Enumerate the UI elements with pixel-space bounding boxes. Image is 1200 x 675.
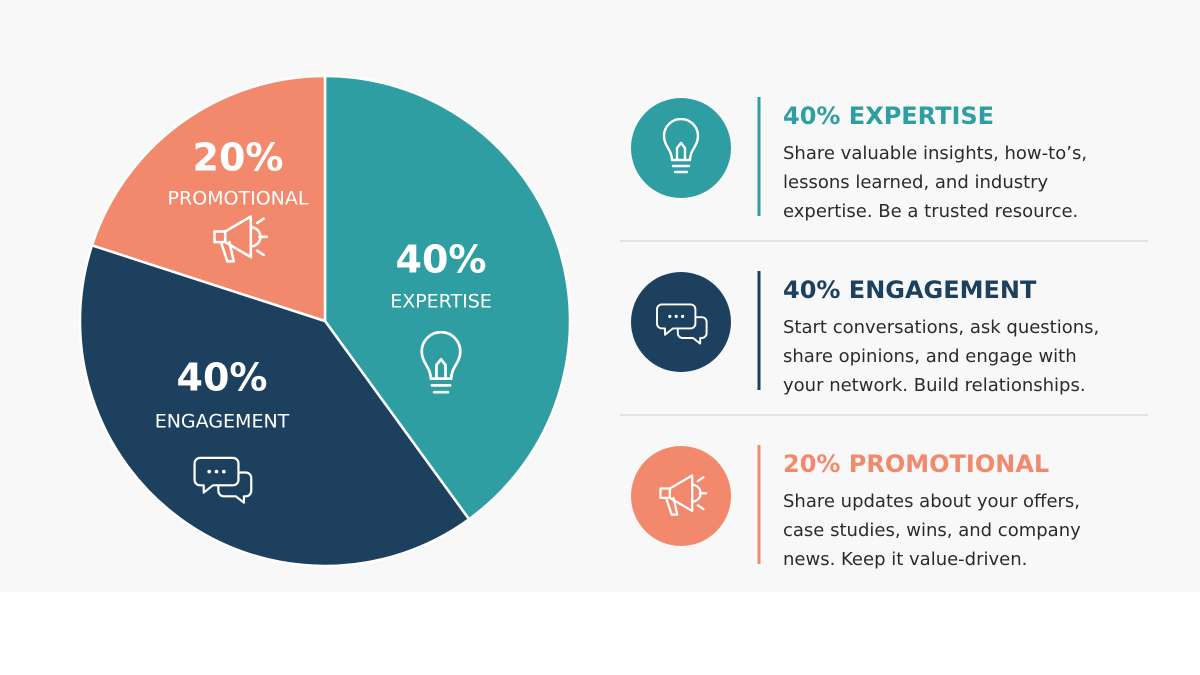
card-text: expertise. Be a trusted resource. — [783, 201, 1078, 222]
card-text: Share updates about your offers, — [783, 491, 1080, 512]
card-text: case studies, wins, and company — [783, 520, 1081, 541]
slice-category-label: ENGAGEMENT — [155, 411, 290, 433]
card-text: share opinions, and engage with — [783, 346, 1077, 367]
card-text: your network. Build relationships. — [783, 375, 1086, 396]
card-text: Share valuable insights, how-to’s, — [783, 143, 1087, 164]
card-text: lessons learned, and industry — [783, 172, 1049, 193]
card-text: Start conversations, ask questions, — [783, 317, 1099, 338]
card-icon-circle — [631, 272, 731, 372]
card-text: news. Keep it value-driven. — [783, 549, 1027, 570]
slice-value-label: 40% — [177, 356, 268, 400]
pie-slice — [323, 74, 572, 521]
slice-category-label: PROMOTIONAL — [168, 188, 309, 210]
card-title: 40% ENGAGEMENT — [783, 276, 1037, 304]
pie-slice — [90, 74, 327, 323]
card-icon-circle — [631, 446, 731, 546]
cards: 40% EXPERTISE Share valuable insights, ho… — [631, 97, 1099, 570]
slice-value-label: 20% — [193, 136, 284, 180]
pie-slice — [78, 243, 471, 568]
slice-value-label: 40% — [396, 238, 487, 282]
card-title: 20% PROMOTIONAL — [783, 450, 1049, 478]
slice-category-label: EXPERTISE — [390, 291, 492, 313]
card-title: 40% EXPERTISE — [783, 102, 994, 130]
card-icon-circle — [631, 98, 731, 198]
pie: 40% EXPERTISE 40% ENGAGEMENT 20% PROMOTIONAL — [78, 74, 572, 568]
